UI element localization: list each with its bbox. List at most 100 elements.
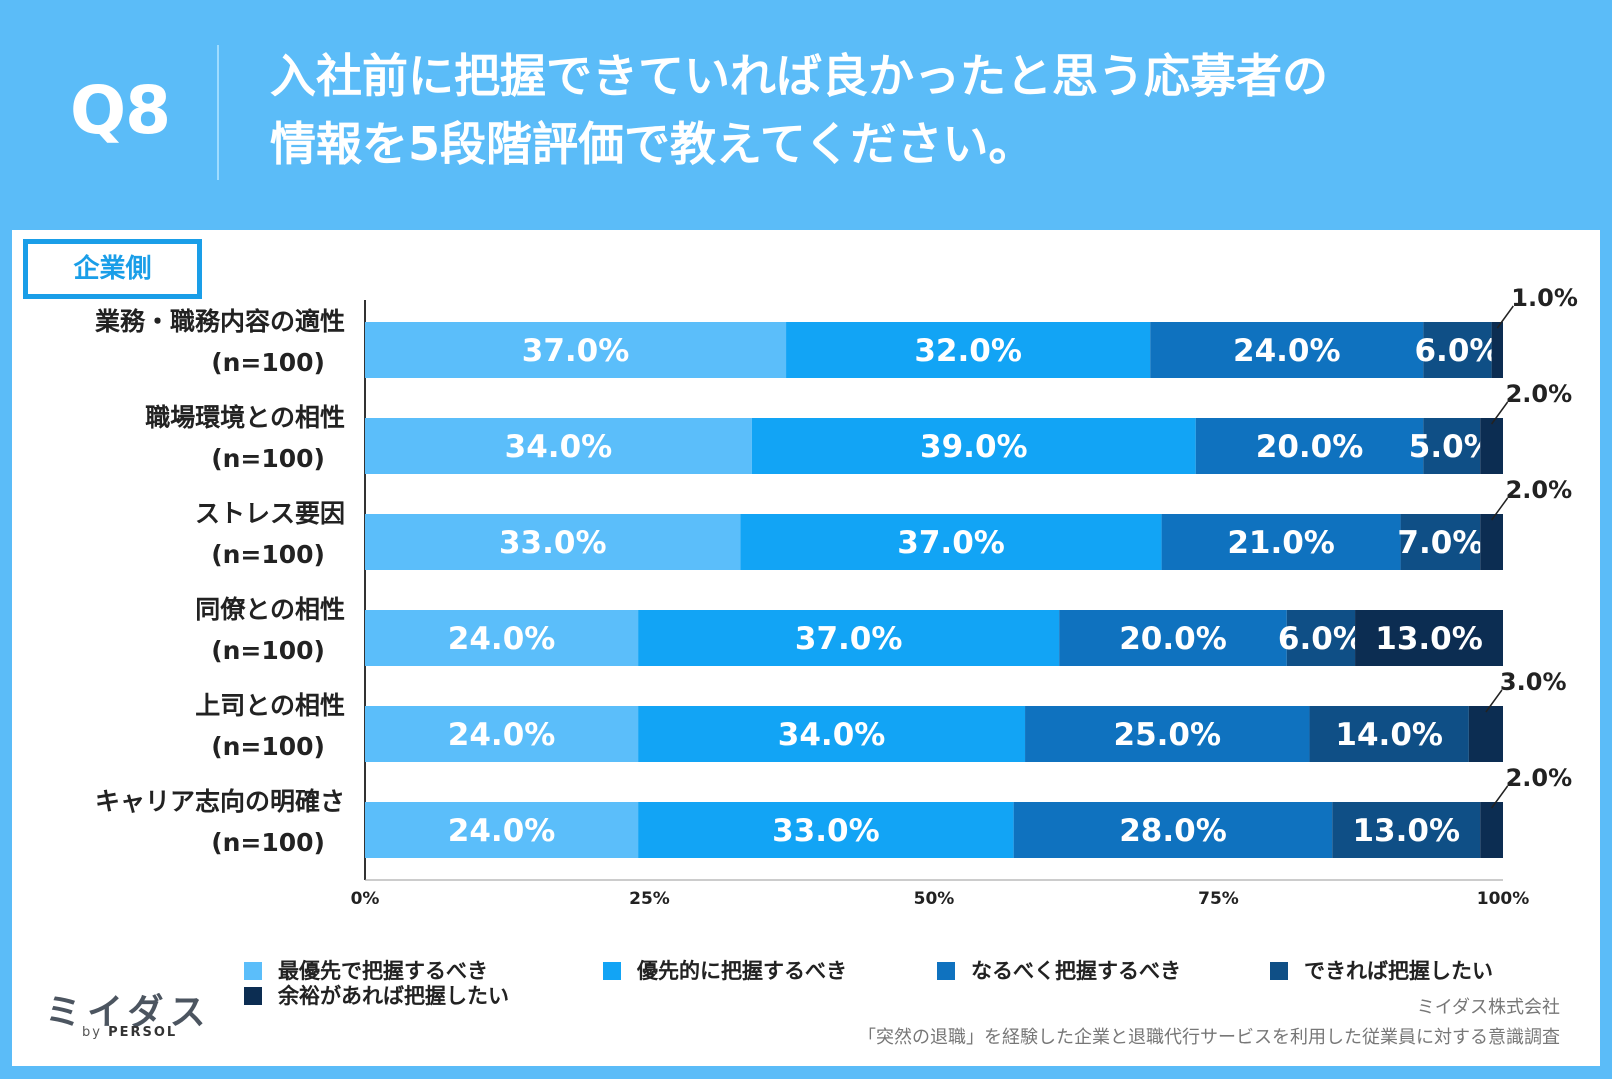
x-tick-label: 25% bbox=[629, 889, 670, 909]
x-tick-label: 0% bbox=[351, 889, 380, 909]
survey-title: 「突然の退職」を経験した企業と退職代行サービスを利用した従業員に対する意識調査 bbox=[858, 1027, 1560, 1048]
bar-segment bbox=[1195, 418, 1424, 474]
bar-value-callout: 2.0% bbox=[1506, 764, 1573, 792]
bar-value-label: 34.0% bbox=[778, 717, 886, 753]
bar-segment bbox=[1332, 802, 1481, 858]
callout-leader-line bbox=[1491, 785, 1509, 809]
legend-item-4: できれば把握したい bbox=[1270, 955, 1493, 985]
persol-byline: by PERSOL bbox=[82, 1025, 177, 1040]
bar-segment bbox=[1480, 802, 1503, 858]
legend-swatch-5 bbox=[244, 987, 262, 1005]
bar-value-label: 33.0% bbox=[499, 525, 607, 561]
category-label: 同僚との相性 bbox=[195, 595, 345, 624]
bar-value-label: 25.0% bbox=[1114, 717, 1222, 753]
bar-segment bbox=[365, 706, 639, 762]
bar-value-label: 37.0% bbox=[522, 333, 630, 369]
legend-item-1: 最優先で把握するべき bbox=[244, 955, 488, 985]
bar-value-label: 13.0% bbox=[1375, 621, 1483, 657]
bar-value-label: 24.0% bbox=[448, 621, 556, 657]
bar-segment bbox=[1480, 418, 1503, 474]
bar-value-callout: 3.0% bbox=[1500, 668, 1567, 696]
bar-segment bbox=[365, 802, 639, 858]
category-sample-size: (n=100) bbox=[211, 444, 325, 473]
bar-segment bbox=[1025, 706, 1310, 762]
bar-value-label: 21.0% bbox=[1227, 525, 1335, 561]
category-label: キャリア志向の明確さ bbox=[95, 787, 345, 816]
bar-segment bbox=[638, 802, 1014, 858]
title-line-1: 入社前に把握できていれば良かったと思う応募者の bbox=[270, 49, 1328, 103]
bar-segment bbox=[1423, 322, 1492, 378]
bar-segment bbox=[365, 322, 787, 378]
category-sample-size: (n=100) bbox=[211, 636, 325, 665]
bar-value-label: 39.0% bbox=[920, 429, 1028, 465]
bar-segment bbox=[1150, 322, 1424, 378]
bar-value-label: 13.0% bbox=[1352, 813, 1460, 849]
legend-label-3: なるべく把握するべき bbox=[971, 959, 1181, 983]
bar-segment bbox=[365, 610, 639, 666]
legend-item-2: 優先的に把握するべき bbox=[603, 955, 847, 985]
category-sample-size: (n=100) bbox=[211, 732, 325, 761]
legend-swatch-3 bbox=[937, 962, 955, 980]
bar-value-label: 14.0% bbox=[1335, 717, 1443, 753]
bar-segment bbox=[1468, 706, 1503, 762]
bar-segment bbox=[1161, 514, 1401, 570]
bar-value-label: 20.0% bbox=[1256, 429, 1364, 465]
bar-segment bbox=[786, 322, 1151, 378]
persol-text: PERSOL bbox=[108, 1025, 178, 1040]
legend-label-4: できれば把握したい bbox=[1304, 959, 1493, 983]
bar-segment bbox=[1480, 514, 1503, 570]
bar-value-label: 24.0% bbox=[448, 813, 556, 849]
bar-segment bbox=[740, 514, 1162, 570]
x-tick-label: 75% bbox=[1198, 889, 1239, 909]
category-label: 上司との相性 bbox=[195, 691, 345, 720]
bar-segment bbox=[1491, 322, 1503, 378]
category-label: 業務・職務内容の適性 bbox=[95, 307, 345, 336]
legend-swatch-1 bbox=[244, 962, 262, 980]
question-number: Q8 bbox=[70, 72, 171, 149]
callout-leader-line bbox=[1496, 305, 1514, 329]
bar-value-label: 34.0% bbox=[505, 429, 613, 465]
title-line-2: 情報を5段階評価で教えてください。 bbox=[270, 117, 1035, 171]
by-text: by bbox=[82, 1025, 102, 1040]
miidas-logo: ミイダス bbox=[45, 992, 212, 1033]
legend-item-5: 余裕があれば把握したい bbox=[244, 980, 509, 1010]
bar-segment bbox=[751, 418, 1196, 474]
bar-segment bbox=[1059, 610, 1287, 666]
page-title: 入社前に把握できていれば良かったと思う応募者の 情報を5段階評価で教えてください… bbox=[270, 42, 1590, 178]
x-tick-label: 50% bbox=[914, 889, 955, 909]
header-divider bbox=[217, 45, 219, 180]
x-tick-label: 100% bbox=[1477, 889, 1530, 909]
bar-segment bbox=[1286, 610, 1356, 666]
legend-swatch-4 bbox=[1270, 962, 1288, 980]
bar-segment bbox=[638, 610, 1060, 666]
bar-value-label: 32.0% bbox=[914, 333, 1022, 369]
bar-value-label: 37.0% bbox=[897, 525, 1005, 561]
legend-item-3: なるべく把握するべき bbox=[937, 955, 1181, 985]
bar-value-label: 28.0% bbox=[1119, 813, 1227, 849]
bar-segment bbox=[1400, 514, 1481, 570]
category-label: ストレス要因 bbox=[195, 499, 345, 528]
legend-label-5: 余裕があれば把握したい bbox=[278, 984, 509, 1008]
bar-segment bbox=[1423, 418, 1481, 474]
bar-value-callout: 1.0% bbox=[1511, 284, 1578, 312]
bar-value-label: 20.0% bbox=[1119, 621, 1227, 657]
bar-value-label: 24.0% bbox=[1233, 333, 1341, 369]
bar-value-callout: 2.0% bbox=[1506, 380, 1573, 408]
bar-value-label: 37.0% bbox=[795, 621, 903, 657]
respondent-group-tag: 企業側 bbox=[23, 239, 202, 299]
bar-value-callout: 2.0% bbox=[1506, 476, 1573, 504]
bar-segment bbox=[1355, 610, 1503, 666]
category-sample-size: (n=100) bbox=[211, 540, 325, 569]
legend-swatch-2 bbox=[603, 962, 621, 980]
bar-value-label: 7.0% bbox=[1397, 525, 1483, 561]
callout-leader-line bbox=[1485, 689, 1503, 713]
bar-segment bbox=[638, 706, 1026, 762]
bar-segment bbox=[1013, 802, 1333, 858]
category-sample-size: (n=100) bbox=[211, 828, 325, 857]
category-label: 職場環境との相性 bbox=[145, 403, 345, 432]
bar-value-label: 33.0% bbox=[772, 813, 880, 849]
bar-segment bbox=[1309, 706, 1469, 762]
category-sample-size: (n=100) bbox=[211, 348, 325, 377]
bar-segment bbox=[365, 418, 752, 474]
